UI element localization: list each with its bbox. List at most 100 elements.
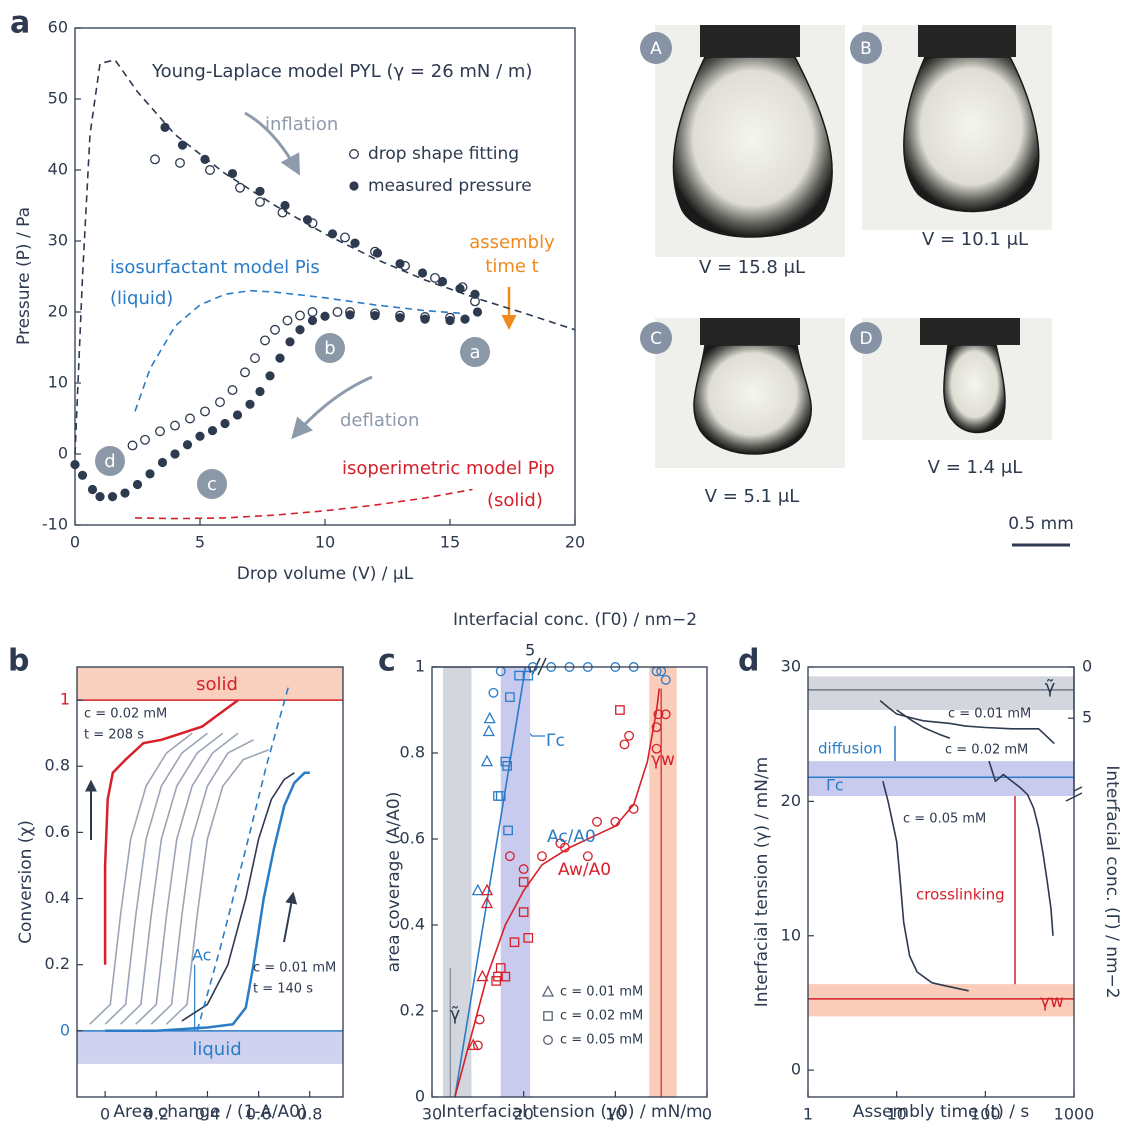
series-line	[119, 732, 224, 1025]
data-point	[170, 449, 180, 459]
annotation: t = 140 s	[253, 982, 313, 997]
data-point	[220, 418, 230, 429]
y-tick-label: 0	[60, 1020, 70, 1039]
y-tick-label: 1	[415, 657, 425, 676]
legend-label: c = 0.02 mM	[560, 1009, 643, 1024]
y-tick-label: 10	[781, 925, 801, 944]
band	[808, 984, 1074, 1017]
inflation-arrow	[244, 111, 301, 176]
data-point	[523, 933, 534, 943]
data-point	[182, 440, 193, 450]
axis-break	[534, 655, 546, 675]
data-point	[582, 851, 593, 862]
data-point	[437, 276, 448, 287]
y-tick-label: 10	[48, 373, 68, 392]
data-point	[420, 314, 430, 324]
data-point	[430, 272, 440, 283]
data-point	[505, 692, 515, 702]
data-point	[472, 1040, 483, 1051]
state-label: a	[469, 342, 480, 363]
data-point	[200, 406, 210, 417]
data-point	[559, 842, 570, 853]
series-line	[104, 732, 208, 1025]
series-line	[135, 732, 239, 1025]
annotation: assembly	[469, 232, 555, 253]
data-point	[395, 313, 405, 323]
data-point	[372, 248, 383, 258]
data-point	[157, 457, 168, 468]
annotation: solid	[196, 674, 238, 695]
x2-axis-label: Interfacial conc. (Γ0) / nm−2	[453, 610, 697, 630]
panel-letter: c	[378, 644, 396, 679]
drop	[943, 344, 1006, 434]
drop	[903, 56, 1040, 213]
data-point	[471, 883, 484, 896]
data-point	[140, 434, 150, 445]
data-point	[255, 196, 265, 207]
data-point	[320, 311, 330, 321]
data-point	[480, 896, 494, 909]
data-point	[502, 761, 513, 771]
legend-label: c = 0.05 mM	[560, 1033, 643, 1048]
data-point	[480, 883, 494, 896]
panel-letter: a	[10, 6, 30, 41]
plot-frame	[807, 666, 1075, 1098]
series-line	[454, 666, 527, 1098]
band	[77, 667, 343, 701]
annotation: diffusion	[818, 740, 882, 758]
legend-marker	[541, 985, 555, 997]
volume-label: V = 10.1 μL	[922, 229, 1028, 250]
data-point	[260, 335, 270, 346]
x-tick-label: 30	[422, 1105, 442, 1123]
band	[500, 667, 531, 1097]
data-point	[651, 743, 662, 754]
x-tick-label: 0.2	[144, 1105, 169, 1123]
data-point	[275, 353, 285, 363]
series-line	[165, 748, 270, 1025]
volume-label: V = 1.4 μL	[928, 457, 1023, 478]
band	[649, 667, 677, 1097]
data-point	[265, 371, 275, 381]
x-tick-label: 10	[605, 1105, 625, 1123]
data-point	[660, 674, 671, 685]
data-point	[295, 310, 305, 321]
data-point	[523, 670, 534, 681]
data-point	[327, 229, 338, 239]
data-point	[285, 337, 295, 347]
data-point	[282, 315, 293, 326]
data-point	[127, 440, 138, 451]
y-tick-label: 50	[48, 89, 68, 108]
y-axis-label: Conversion (χ)	[16, 820, 36, 944]
series-line	[879, 699, 1055, 745]
legend-marker	[349, 181, 359, 191]
data-point	[302, 215, 313, 225]
data-point	[653, 709, 664, 720]
data-point	[185, 413, 195, 424]
x-tick-label: 15	[440, 533, 460, 552]
data-point	[280, 200, 290, 211]
panel-letter: b	[8, 644, 29, 679]
series-line	[150, 739, 254, 1025]
nozzle	[920, 318, 1020, 345]
data-point	[445, 315, 455, 326]
annotation: (solid)	[487, 490, 543, 511]
y2-tick-label: 0	[1082, 657, 1092, 676]
y-tick-label: -10	[42, 515, 68, 534]
photo-letter: C	[650, 329, 662, 349]
y-tick-label: 1	[60, 690, 70, 709]
data-point	[417, 268, 428, 278]
data-point	[472, 307, 483, 317]
y-tick-label: 0.2	[45, 954, 70, 973]
up-arrow	[283, 891, 298, 943]
annotation: liquid	[192, 1039, 241, 1060]
data-point	[232, 410, 243, 420]
deflation-arrow	[291, 375, 373, 440]
band	[808, 676, 1074, 710]
data-point	[120, 488, 130, 498]
nozzle	[700, 318, 800, 345]
data-point	[235, 182, 245, 193]
data-point	[77, 470, 88, 480]
data-point	[340, 232, 350, 243]
data-point	[215, 397, 225, 408]
data-point	[370, 310, 380, 321]
